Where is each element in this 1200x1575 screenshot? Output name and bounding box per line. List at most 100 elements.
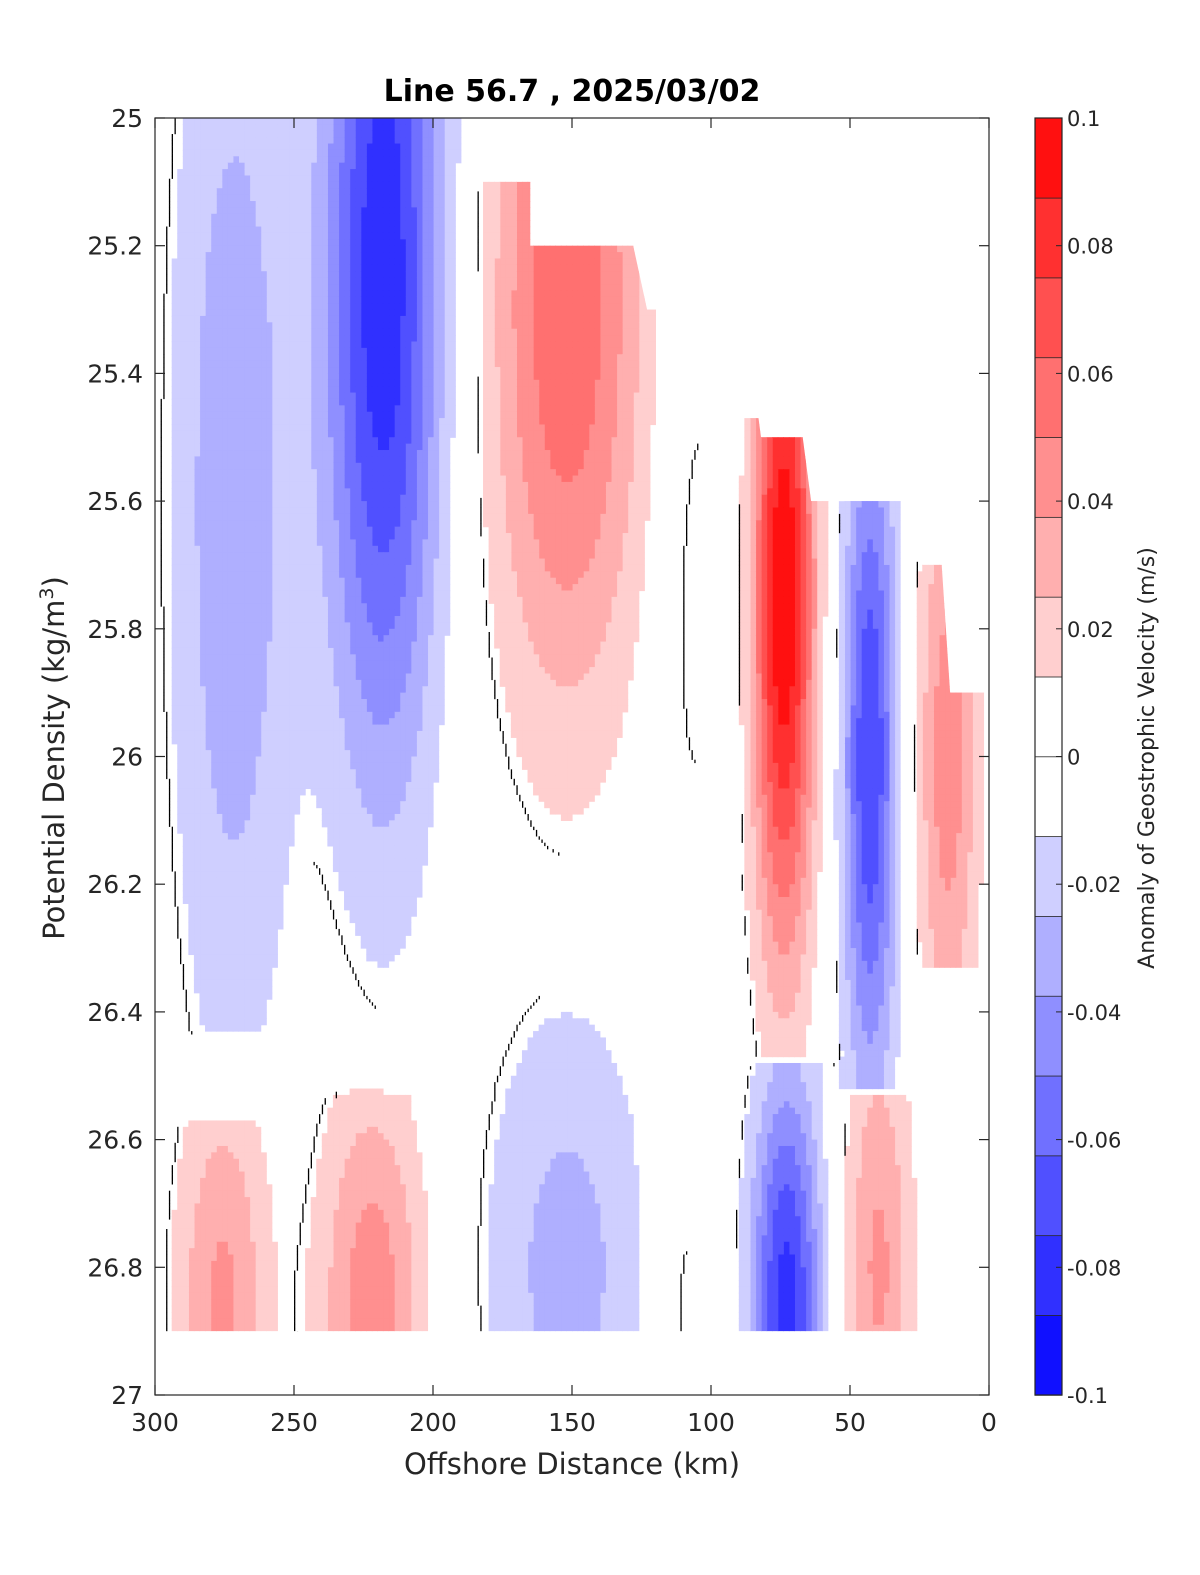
field-cell [360, 232, 367, 240]
field-cell [243, 296, 251, 304]
field-cell [332, 494, 340, 502]
field-cell [566, 245, 573, 253]
field-cell [744, 469, 751, 477]
field-cell [494, 258, 501, 266]
field-cell [521, 488, 529, 496]
field-cell [405, 124, 412, 132]
field-cell [316, 443, 323, 451]
field-cell [282, 494, 290, 502]
field-cell [188, 284, 195, 291]
field-cell [177, 252, 184, 260]
field-cell [232, 494, 239, 502]
field-cell [544, 258, 551, 266]
field-cell [394, 309, 401, 317]
field-cell [483, 213, 490, 221]
field-cell [416, 290, 423, 298]
field-cell [305, 462, 312, 470]
field-cell [199, 137, 206, 145]
field-cell [399, 328, 406, 336]
field-cell [644, 424, 651, 432]
field-cell [266, 411, 273, 419]
field-cell [332, 367, 340, 375]
field-cell [421, 341, 429, 349]
field-cell [449, 220, 456, 228]
field-cell [327, 277, 334, 285]
field-cell [399, 239, 406, 247]
field-cell [433, 239, 440, 247]
field-cell [360, 264, 367, 272]
field-cell [888, 501, 896, 509]
field-cell [344, 405, 351, 413]
field-cell [488, 475, 495, 483]
field-cell [266, 181, 273, 189]
field-cell [282, 437, 290, 445]
field-cell [605, 405, 612, 413]
field-cell [560, 258, 568, 266]
field-cell [521, 284, 529, 291]
field-cell [327, 469, 334, 477]
field-cell [388, 328, 395, 336]
field-cell [638, 456, 645, 464]
field-cell [382, 392, 390, 400]
field-cell [577, 322, 584, 330]
field-cell [394, 169, 401, 177]
field-cell [171, 360, 178, 368]
field-cell [227, 367, 234, 375]
field-cell [255, 309, 262, 317]
field-cell [344, 232, 351, 240]
field-cell [521, 271, 529, 279]
field-cell [633, 450, 640, 458]
field-cell [427, 156, 434, 164]
field-cell [538, 303, 545, 311]
field-cell [594, 443, 601, 451]
field-cell [516, 284, 523, 291]
field-cell [499, 367, 506, 375]
field-cell [377, 335, 384, 343]
field-cell [338, 481, 345, 489]
field-cell [288, 258, 295, 266]
field-cell [610, 379, 618, 387]
field-cell [321, 494, 328, 502]
field-cell [494, 226, 501, 234]
field-cell [538, 443, 545, 451]
field-cell [316, 252, 323, 260]
field-cell [260, 494, 267, 502]
field-cell [749, 418, 757, 426]
field-cell [627, 430, 634, 438]
field-cell [282, 456, 290, 464]
field-cell [638, 450, 645, 458]
field-cell [599, 469, 606, 477]
field-cell [210, 462, 217, 470]
field-cell [210, 175, 217, 183]
field-cell [221, 322, 228, 330]
field-cell [199, 430, 206, 438]
field-cell [488, 290, 495, 298]
field-cell [416, 226, 423, 234]
field-cell [288, 418, 295, 426]
field-cell [349, 296, 356, 304]
field-cell [483, 373, 490, 381]
field-cell [377, 213, 384, 221]
field-cell [193, 405, 201, 413]
field-cell [421, 488, 429, 496]
field-cell [388, 488, 395, 496]
field-cell [588, 398, 595, 406]
field-cell [249, 309, 256, 317]
field-cell [405, 296, 412, 304]
field-cell [555, 424, 562, 432]
field-cell [277, 175, 284, 183]
field-cell [421, 118, 429, 125]
field-cell [438, 290, 445, 298]
field-cell [193, 118, 201, 125]
field-cell [622, 392, 629, 400]
field-cell [788, 469, 795, 477]
field-cell [533, 386, 540, 394]
field-cell [749, 450, 757, 458]
field-cell [260, 175, 267, 183]
field-cell [216, 398, 223, 406]
field-cell [599, 354, 606, 362]
field-cell [588, 411, 595, 419]
field-cell [271, 239, 278, 247]
field-cell [449, 347, 456, 355]
field-cell [243, 118, 251, 125]
